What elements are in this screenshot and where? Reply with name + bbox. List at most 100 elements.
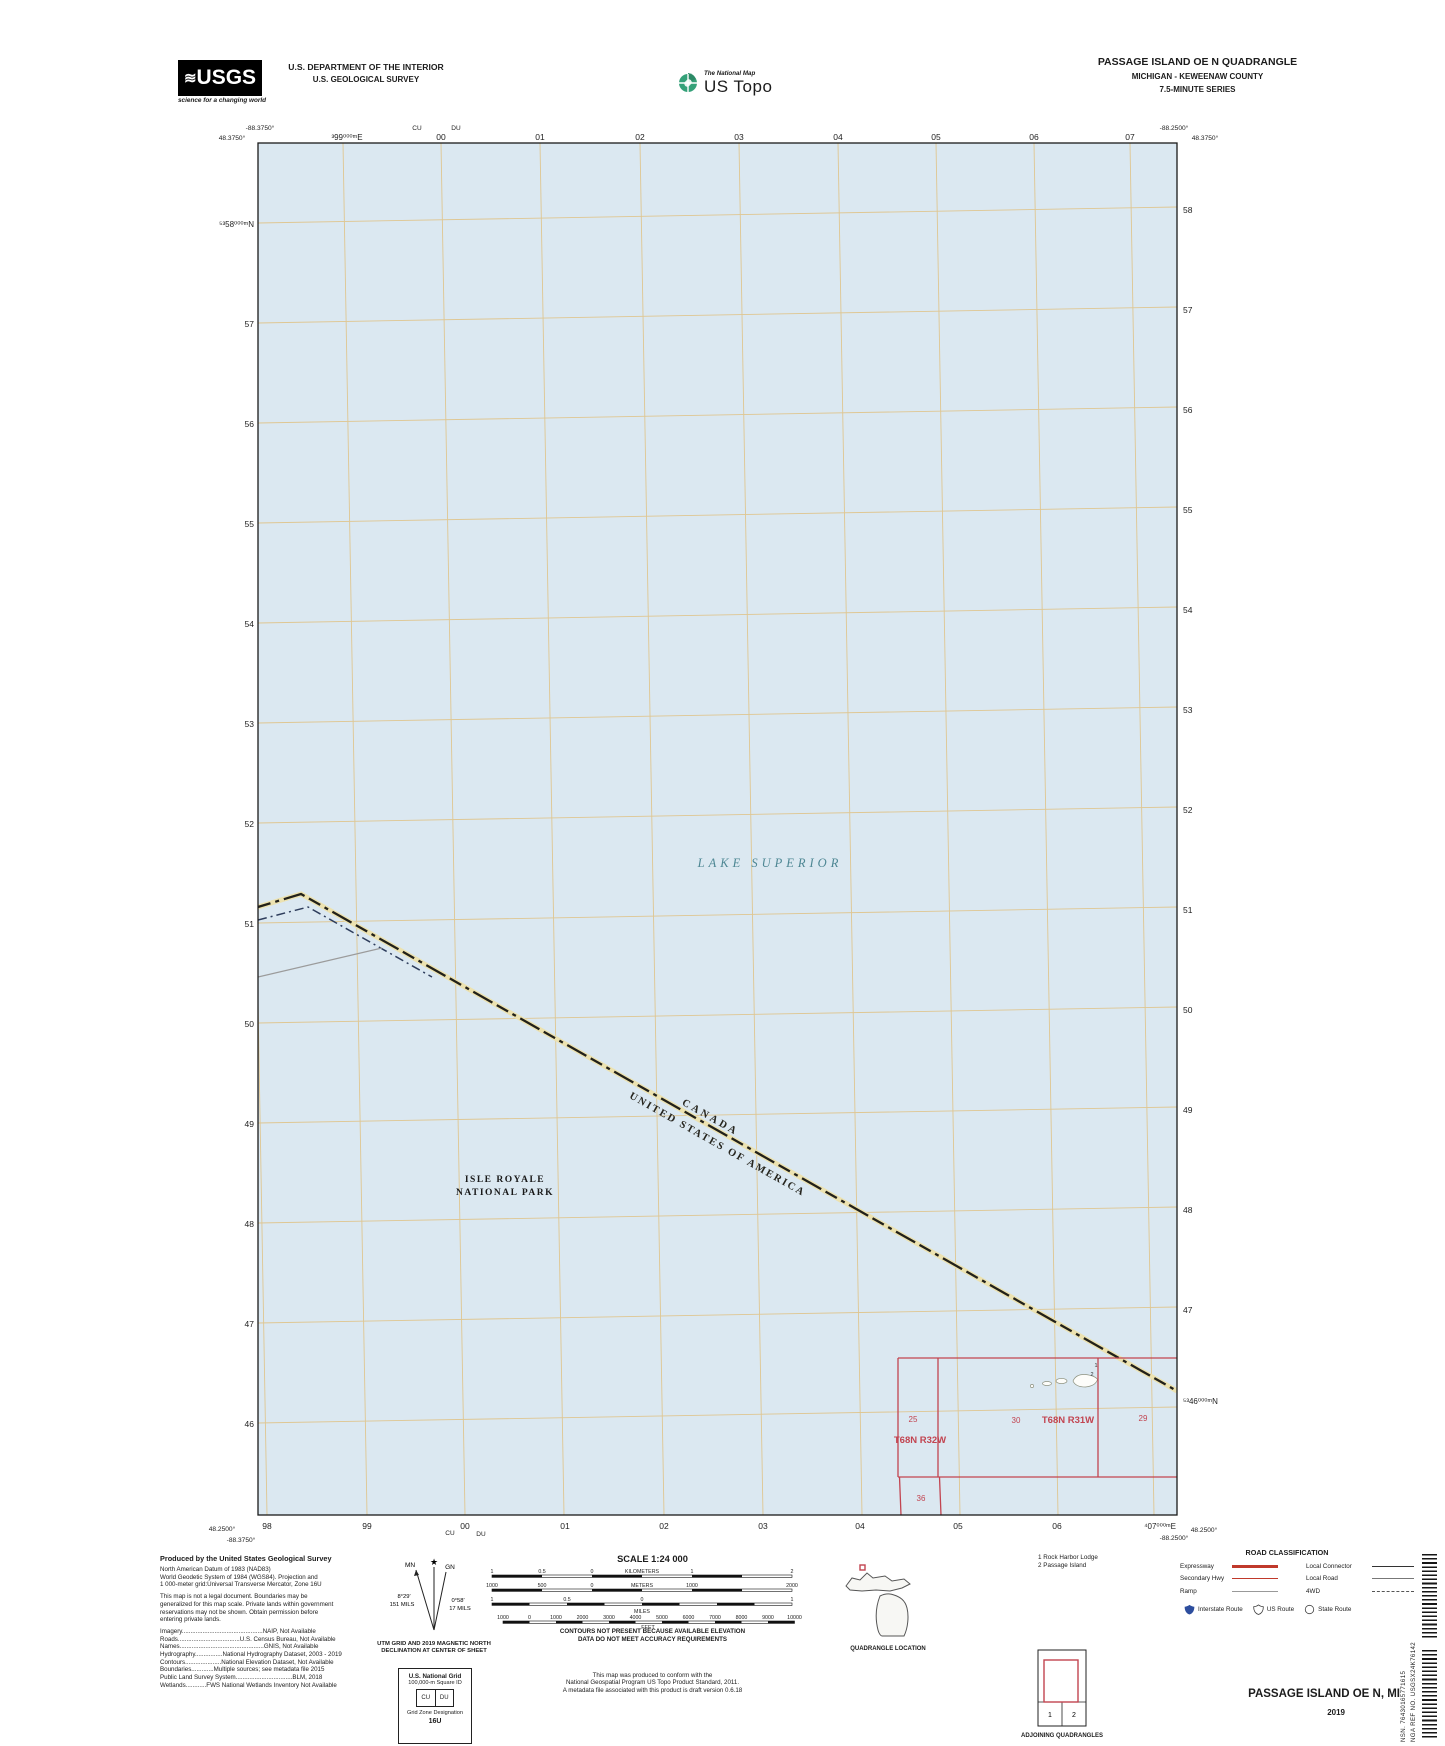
left-northing-label: 57 bbox=[245, 319, 255, 329]
legend-local-connector-label: Local Connector bbox=[1306, 1562, 1352, 1570]
top-easting-label: 01 bbox=[535, 132, 545, 142]
left-northing-label: 51 bbox=[245, 919, 255, 929]
left-northing-label: 47 bbox=[245, 1319, 255, 1329]
scale-tick-label: 500 bbox=[538, 1583, 547, 1589]
grid-line-horizontal bbox=[258, 1006, 1177, 1024]
mn-mils: 151 MILS bbox=[390, 1602, 415, 1608]
collar-grid-labels: ³99⁰⁰⁰ᵐE 00 01 02 03 04 05 06 07 98 99 00 01 02 03 04 05… bbox=[219, 125, 1218, 1538]
scale-bar bbox=[502, 1620, 795, 1624]
grid-zone-label: CU bbox=[412, 125, 422, 132]
left-northing-label: 53 bbox=[245, 719, 255, 729]
map-neatline bbox=[257, 142, 1178, 1516]
bottom-right-lat: 48.2500° bbox=[1191, 1526, 1218, 1534]
grid-zone-label: DU bbox=[451, 125, 461, 132]
secondary-hwy-line bbox=[1232, 1578, 1278, 1579]
fourwd-line bbox=[1372, 1590, 1414, 1592]
park-label-line2: NATIONAL PARK bbox=[456, 1188, 554, 1198]
grid-zone-label: DU bbox=[476, 1531, 486, 1538]
grid-line-vertical bbox=[1033, 143, 1059, 1515]
usng-cell-cu: CU bbox=[421, 1695, 431, 1701]
usng-gzd-label: Grid Zone Designation bbox=[407, 1710, 463, 1716]
bottom-easting-label: 01 bbox=[560, 1521, 570, 1531]
gray-line bbox=[258, 947, 383, 978]
scale-tick-label: 10000 bbox=[787, 1615, 802, 1621]
source-line: Roads...................................… bbox=[160, 1635, 336, 1643]
grid-line-horizontal bbox=[258, 1106, 1177, 1124]
township-t68n-r31w: T68N R31W bbox=[1042, 1415, 1094, 1426]
bottom-easting-label: 98 bbox=[262, 1521, 272, 1531]
scale-tick-label: 8000 bbox=[736, 1615, 748, 1621]
left-northing-label: 50 bbox=[245, 1019, 255, 1029]
scale-tick-label: 0 bbox=[528, 1615, 531, 1621]
adjoining-cell-2: 2 bbox=[1072, 1712, 1076, 1719]
scale-tick-label: 1000 bbox=[486, 1583, 498, 1589]
right-northing-label: 57 bbox=[1183, 305, 1193, 315]
product-standard-note: This map was produced to conform with th… bbox=[480, 1672, 825, 1694]
adjoining-note-1: 1 Rock Harbor Lodge bbox=[1038, 1554, 1098, 1561]
barcode bbox=[1422, 1650, 1437, 1740]
section-30: 30 bbox=[1012, 1416, 1021, 1425]
source-line: Contours.....................National El… bbox=[160, 1658, 334, 1666]
adjoining-quadrangles-diagram: 1 2 bbox=[1037, 1649, 1087, 1727]
top-easting-label: 02 bbox=[635, 132, 645, 142]
scale-bar-segment bbox=[592, 1589, 642, 1592]
grid-line-horizontal bbox=[258, 506, 1177, 524]
left-northing-label: ⁵³58⁰⁰⁰ᵐN bbox=[219, 220, 254, 229]
true-north-star-icon: ★ bbox=[430, 1557, 438, 1567]
passage-island-group bbox=[1030, 1374, 1098, 1388]
michigan-upper-peninsula bbox=[845, 1572, 911, 1592]
left-northing-label: 54 bbox=[245, 619, 255, 629]
lake-water-area bbox=[258, 143, 1177, 1515]
source-line: Public Land Survey System...............… bbox=[160, 1674, 323, 1682]
grid-line-vertical bbox=[539, 143, 565, 1515]
scale-bar-segment bbox=[692, 1575, 742, 1578]
scale-bar-segment bbox=[662, 1621, 689, 1624]
top-left-lon: -88.3750° bbox=[246, 124, 275, 132]
scale-tick-label: 0 bbox=[591, 1583, 594, 1589]
bottom-easting-label: 00 bbox=[460, 1521, 470, 1531]
scale-bar-segment bbox=[492, 1589, 542, 1592]
scale-unit-label: MILES bbox=[634, 1609, 650, 1615]
expressway-line bbox=[1232, 1564, 1278, 1568]
magnetic-north-label: MN bbox=[405, 1562, 415, 1569]
national-map-label: The National Map bbox=[704, 70, 756, 77]
scale-bar-segment bbox=[717, 1603, 755, 1606]
datum-paragraph: North American Datum of 1983 (NAD83) Worl… bbox=[160, 1566, 412, 1589]
sheet-title: PASSAGE ISLAND OE N, MI bbox=[1248, 1688, 1400, 1700]
scale-tick-label: 1000 bbox=[550, 1615, 562, 1621]
grid-line-horizontal bbox=[258, 806, 1177, 824]
quad-title: PASSAGE ISLAND OE N QUADRANGLE bbox=[1097, 56, 1298, 68]
scale-unit-label: KILOMETERS bbox=[625, 1569, 660, 1575]
product-note-line1: This map was produced to conform with th… bbox=[592, 1672, 713, 1679]
scale-tick-label: 6000 bbox=[683, 1615, 695, 1621]
producer-block: Produced by the United States Geological… bbox=[160, 1554, 412, 1690]
usgs-logo: ≋ USGS bbox=[178, 60, 262, 96]
usng-box: U.S. National Grid 100,000-m Square ID C… bbox=[398, 1668, 472, 1744]
legend-local-road-label: Local Road bbox=[1306, 1575, 1338, 1582]
mn-degrees: 8°29′ bbox=[397, 1594, 410, 1600]
left-northing-label: 48 bbox=[245, 1219, 255, 1229]
island-ref-2: 2 bbox=[1090, 1372, 1093, 1378]
top-easting-label: 04 bbox=[833, 132, 843, 142]
data-sources-list: Imagery.................................… bbox=[160, 1628, 412, 1690]
scale-tick-label: 1 bbox=[791, 1597, 794, 1603]
scale-bar-segment bbox=[556, 1621, 583, 1624]
us-route-shield-icon bbox=[1253, 1603, 1264, 1615]
interstate-shield-icon bbox=[1184, 1604, 1195, 1615]
top-easting-label: 06 bbox=[1029, 132, 1039, 142]
scale-bar-segment bbox=[503, 1621, 530, 1624]
declination-diagram: ★ MN GN 8°29′ 151 MILS 0°58′ 17 MILS UTM… bbox=[368, 1554, 500, 1655]
scale-bar-segment bbox=[642, 1603, 680, 1606]
plss-labels: 25 30 T68N R31W 29 T68N R32W 36 bbox=[894, 1414, 1148, 1503]
bottom-easting-label: 02 bbox=[659, 1521, 669, 1531]
department-header: U.S. DEPARTMENT OF THE INTERIOR U.S. GEO… bbox=[246, 62, 486, 84]
grid-line-vertical bbox=[440, 143, 466, 1515]
usng-cell-du: DU bbox=[434, 1690, 454, 1706]
scale-tick-label: 1 bbox=[691, 1569, 694, 1575]
grid-line-horizontal bbox=[258, 906, 1177, 924]
usgs-wave-icon: ≋ bbox=[183, 70, 197, 87]
usng-square-id-diagram: CU DU bbox=[416, 1689, 454, 1707]
legend-ramp-label: Ramp bbox=[1180, 1587, 1197, 1595]
